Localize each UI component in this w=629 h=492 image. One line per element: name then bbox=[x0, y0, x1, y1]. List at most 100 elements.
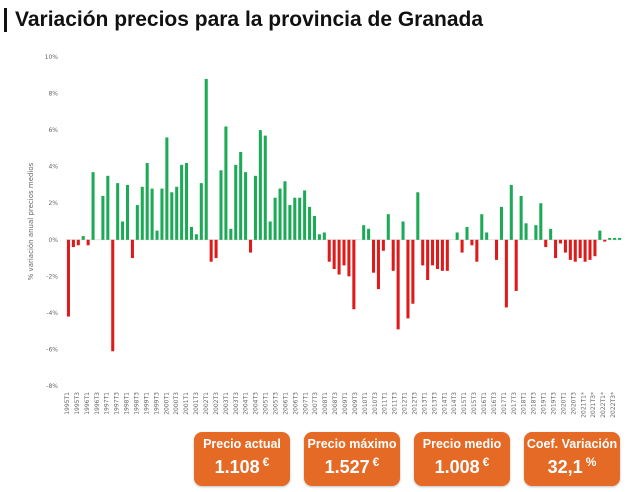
x-tick-label: 2004T1 bbox=[243, 392, 250, 415]
y-tick-label: 2% bbox=[48, 200, 58, 207]
x-tick-label: 1995T1 bbox=[64, 392, 71, 415]
bar bbox=[347, 239, 351, 277]
x-tick-label: 2022T1* bbox=[600, 392, 607, 418]
card-label: Precio máximo bbox=[307, 437, 397, 451]
x-tick-label: 2010T1 bbox=[362, 392, 369, 415]
bar bbox=[367, 228, 371, 240]
bar bbox=[598, 230, 602, 240]
bar bbox=[219, 170, 223, 240]
bar bbox=[185, 163, 189, 240]
x-tick-label: 1999T1 bbox=[143, 392, 150, 415]
x-tick-label: 1996T1 bbox=[84, 392, 91, 415]
bar bbox=[563, 239, 567, 253]
bar bbox=[376, 239, 380, 290]
card-coef-variacion: Coef. Variación 32,1% bbox=[524, 432, 620, 486]
bar bbox=[209, 239, 213, 262]
bar bbox=[121, 221, 125, 240]
bar bbox=[504, 239, 508, 308]
x-tick-label: 2021T3* bbox=[590, 392, 597, 418]
card-unit: € bbox=[482, 455, 490, 469]
bar bbox=[401, 221, 405, 240]
bar bbox=[480, 214, 484, 240]
bar bbox=[509, 184, 513, 240]
x-tick-label: 2009T3 bbox=[352, 392, 359, 415]
x-tick-label: 2021T1* bbox=[580, 392, 587, 418]
bar bbox=[416, 192, 420, 240]
bar bbox=[593, 239, 597, 257]
bar bbox=[303, 190, 307, 240]
card-value: 1.008 bbox=[434, 457, 480, 477]
bar bbox=[455, 232, 459, 240]
bar bbox=[440, 239, 444, 271]
bar bbox=[263, 135, 267, 240]
x-tick-label: 2006T3 bbox=[292, 392, 299, 415]
x-tick-label: 2005T3 bbox=[273, 392, 280, 415]
card-label: Precio actual bbox=[203, 437, 281, 451]
bar bbox=[155, 230, 159, 240]
bar bbox=[293, 197, 297, 240]
bar bbox=[116, 183, 120, 240]
bar bbox=[549, 228, 553, 240]
bar bbox=[101, 195, 105, 240]
bar bbox=[558, 239, 563, 244]
bar bbox=[283, 181, 287, 240]
bar bbox=[391, 239, 395, 271]
bar bbox=[150, 188, 154, 240]
bar bbox=[485, 232, 489, 240]
x-tick-label: 2003T1 bbox=[223, 392, 230, 415]
bar bbox=[544, 239, 548, 248]
x-tick-label: 2017T1 bbox=[501, 392, 508, 415]
y-tick-label: -6% bbox=[46, 346, 58, 353]
bar bbox=[618, 237, 622, 240]
x-tick-label: 2012T3 bbox=[412, 392, 419, 415]
y-axis-label: % variación anual precios medios bbox=[27, 162, 35, 280]
x-tick-label: 1997T1 bbox=[104, 392, 111, 415]
x-tick-label: 2000T1 bbox=[163, 392, 170, 415]
bar bbox=[352, 239, 356, 310]
bar-chart: % variación anual precios medios -8% -6% -4… bbox=[27, 54, 622, 418]
x-tick-label: 1998T1 bbox=[124, 392, 131, 415]
bar bbox=[224, 126, 228, 240]
bar bbox=[298, 197, 302, 240]
bar bbox=[322, 232, 326, 240]
bar bbox=[91, 172, 95, 240]
bar bbox=[613, 237, 617, 240]
bar bbox=[524, 223, 528, 240]
bar bbox=[475, 239, 479, 262]
x-tick-label: 1995T3 bbox=[74, 392, 81, 415]
bar bbox=[386, 214, 390, 240]
x-tick-label: 1996T3 bbox=[94, 392, 101, 415]
bar bbox=[125, 184, 130, 240]
y-tick-label: 0% bbox=[48, 237, 58, 244]
x-tick-label: 2019T3 bbox=[551, 392, 558, 415]
y-tick-label: -2% bbox=[46, 273, 58, 280]
x-tick-label: 2022T3* bbox=[610, 392, 617, 418]
card-unit: € bbox=[262, 455, 270, 469]
x-tick-label: 1998T3 bbox=[134, 392, 141, 415]
x-tick-label: 2011T3 bbox=[392, 392, 399, 415]
bar bbox=[312, 216, 316, 240]
bar bbox=[130, 239, 134, 259]
bar bbox=[588, 239, 592, 260]
bar bbox=[229, 228, 233, 240]
bar bbox=[111, 239, 115, 352]
x-tick-label: 2018T1 bbox=[521, 392, 528, 415]
x-tick-label: 2007T1 bbox=[302, 392, 309, 415]
card-unit: € bbox=[372, 455, 380, 469]
x-tick-label: 2014T1 bbox=[441, 392, 448, 415]
x-tick-label: 2001T1 bbox=[183, 392, 190, 415]
bar bbox=[194, 234, 198, 240]
bar bbox=[337, 239, 341, 275]
bar bbox=[160, 188, 164, 240]
y-tick-label: -8% bbox=[46, 383, 58, 390]
x-tick-label: 2013T1 bbox=[421, 392, 428, 415]
bar bbox=[308, 206, 312, 240]
bar bbox=[372, 239, 376, 273]
bar bbox=[66, 239, 70, 317]
bar bbox=[568, 239, 572, 260]
x-tick-label: 2001T3 bbox=[193, 392, 200, 415]
bar bbox=[268, 221, 272, 240]
x-tick-label: 2018T3 bbox=[531, 392, 538, 415]
bar bbox=[578, 239, 582, 259]
bar bbox=[554, 239, 558, 259]
